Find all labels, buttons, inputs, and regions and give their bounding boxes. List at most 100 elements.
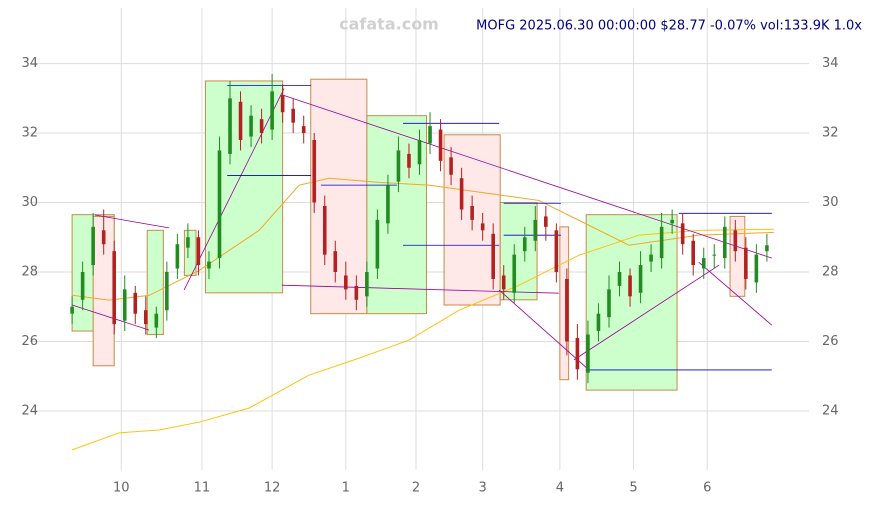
y-tick-label: 34 bbox=[21, 56, 38, 71]
x-tick-label: 12 bbox=[264, 481, 281, 496]
range-box bbox=[499, 202, 538, 301]
y-tick-label-right: 26 bbox=[822, 334, 839, 349]
candle-body bbox=[733, 230, 738, 252]
range-box bbox=[366, 115, 428, 315]
y-tick-label-right: 28 bbox=[822, 265, 839, 280]
y-tick-label: 32 bbox=[21, 126, 38, 141]
y-tick-label: 26 bbox=[21, 334, 38, 349]
trend-line bbox=[698, 261, 773, 326]
y-tick-label-right: 24 bbox=[822, 403, 839, 418]
candle-body bbox=[533, 219, 538, 241]
candle-body bbox=[207, 261, 211, 269]
candle-body bbox=[112, 251, 117, 325]
range-box bbox=[146, 229, 164, 336]
candle-body bbox=[586, 334, 590, 373]
candle-body bbox=[607, 289, 611, 318]
candle-body bbox=[480, 223, 485, 231]
range-box bbox=[183, 229, 197, 276]
candle-body bbox=[712, 254, 717, 256]
candle-body bbox=[554, 230, 559, 272]
x-tick-label: 4 bbox=[556, 481, 564, 496]
candle-body bbox=[670, 219, 674, 224]
candle-body bbox=[154, 313, 159, 328]
range-box bbox=[729, 215, 746, 297]
candle-body bbox=[133, 292, 138, 314]
candle-body bbox=[80, 272, 85, 300]
candle-body bbox=[196, 237, 201, 266]
trend-line bbox=[498, 289, 590, 371]
y-tick-label: 30 bbox=[21, 195, 38, 210]
candle-body bbox=[259, 119, 264, 134]
candle-body bbox=[649, 254, 653, 262]
candle-body bbox=[333, 251, 338, 272]
y-tick-label: 28 bbox=[21, 265, 38, 280]
candle-body bbox=[354, 285, 359, 300]
candle-body bbox=[470, 206, 474, 220]
range-box bbox=[585, 214, 678, 391]
candle-body bbox=[143, 310, 148, 325]
x-tick-label: 2 bbox=[412, 481, 420, 496]
candle-body bbox=[101, 230, 106, 245]
candle-body bbox=[375, 219, 380, 269]
watermark: cafata.com bbox=[339, 15, 439, 34]
candle-body bbox=[701, 258, 706, 269]
candle-body bbox=[744, 247, 748, 279]
candle-body bbox=[407, 153, 411, 168]
candle-body bbox=[249, 115, 253, 137]
candle-body bbox=[238, 101, 243, 140]
x-tick-label: 11 bbox=[194, 481, 211, 496]
plot bbox=[70, 74, 774, 451]
candle-body bbox=[312, 140, 317, 203]
x-tick-label: 3 bbox=[479, 481, 487, 496]
y-tick-label: 24 bbox=[21, 403, 38, 418]
candle-body bbox=[596, 313, 601, 332]
candle-body bbox=[680, 223, 685, 245]
candle-body bbox=[70, 306, 74, 314]
y-tick-label-right: 32 bbox=[822, 126, 839, 141]
candle-body bbox=[754, 254, 759, 283]
candle-body bbox=[228, 98, 232, 154]
x-tick-label: 1 bbox=[342, 481, 350, 496]
candle-body bbox=[438, 129, 443, 161]
candle-body bbox=[217, 150, 222, 259]
candle-body bbox=[565, 278, 569, 342]
candle-body bbox=[491, 233, 495, 279]
x-tick-label: 10 bbox=[113, 481, 130, 496]
x-tick-label: 6 bbox=[703, 481, 711, 496]
candle-body bbox=[765, 245, 769, 252]
x-tick-label: 5 bbox=[629, 481, 637, 496]
candle-body bbox=[691, 240, 696, 266]
candle-body bbox=[617, 272, 622, 286]
candle-body bbox=[396, 150, 401, 182]
y-tick-label-right: 30 bbox=[822, 195, 839, 210]
moving-average bbox=[71, 228, 774, 451]
candle-body bbox=[628, 275, 632, 297]
candle-body bbox=[344, 275, 348, 290]
candle-body bbox=[512, 254, 517, 293]
candle-body bbox=[301, 126, 306, 134]
trend-line bbox=[71, 304, 150, 331]
trend-line bbox=[573, 264, 720, 361]
candle-body bbox=[175, 244, 180, 269]
candle-body bbox=[365, 272, 369, 297]
chart-title: MOFG 2025.06.30 00:00:00 $28.77 -0.07% v… bbox=[476, 19, 862, 34]
trend-line bbox=[283, 95, 772, 259]
candle-body bbox=[270, 91, 274, 130]
candle-body bbox=[91, 226, 95, 266]
candle-body bbox=[280, 94, 285, 113]
candle-body bbox=[291, 108, 295, 123]
trend-line bbox=[94, 214, 170, 229]
y-tick-label-right: 34 bbox=[822, 56, 839, 71]
candle-body bbox=[638, 265, 643, 293]
candle-body bbox=[544, 216, 548, 227]
candle-body bbox=[722, 226, 727, 259]
candle-body bbox=[459, 178, 464, 210]
candle-body bbox=[322, 206, 327, 255]
candle-body bbox=[165, 272, 169, 311]
candle-body bbox=[428, 126, 432, 144]
candle-body bbox=[501, 275, 506, 290]
candle-body bbox=[417, 140, 422, 165]
candle-body bbox=[186, 237, 190, 248]
